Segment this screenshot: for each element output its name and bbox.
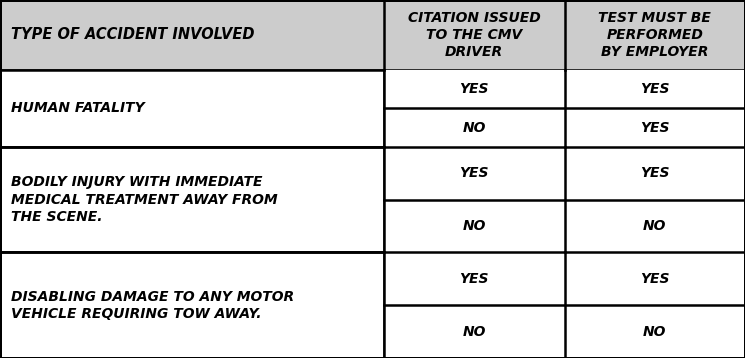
Bar xyxy=(384,70,565,108)
Bar xyxy=(0,147,384,252)
Text: DISABLING DAMAGE TO ANY MOTOR
VEHICLE REQUIRING TOW AWAY.: DISABLING DAMAGE TO ANY MOTOR VEHICLE RE… xyxy=(11,290,294,321)
Text: BODILY INJURY WITH IMMEDIATE
MEDICAL TREATMENT AWAY FROM
THE SCENE.: BODILY INJURY WITH IMMEDIATE MEDICAL TRE… xyxy=(11,175,278,224)
Text: NO: NO xyxy=(463,325,486,339)
Text: CITATION ISSUED
TO THE CMV
DRIVER: CITATION ISSUED TO THE CMV DRIVER xyxy=(408,11,541,59)
Text: NO: NO xyxy=(463,121,486,135)
Bar xyxy=(384,108,565,147)
Text: NO: NO xyxy=(643,219,667,233)
Text: HUMAN FATALITY: HUMAN FATALITY xyxy=(11,101,145,115)
Text: TYPE OF ACCIDENT INVOLVED: TYPE OF ACCIDENT INVOLVED xyxy=(11,28,255,42)
Bar xyxy=(0,252,384,358)
Bar xyxy=(565,70,745,108)
Text: YES: YES xyxy=(640,166,670,180)
Text: YES: YES xyxy=(460,82,489,96)
Text: YES: YES xyxy=(640,82,670,96)
Bar xyxy=(565,108,745,147)
Bar xyxy=(565,305,745,358)
Text: YES: YES xyxy=(640,121,670,135)
Bar xyxy=(0,70,384,147)
Text: YES: YES xyxy=(460,272,489,286)
Bar xyxy=(384,200,565,252)
Bar xyxy=(384,305,565,358)
Bar xyxy=(565,252,745,305)
Text: YES: YES xyxy=(460,166,489,180)
Bar xyxy=(384,147,565,200)
Text: TEST MUST BE
PERFORMED
BY EMPLOYER: TEST MUST BE PERFORMED BY EMPLOYER xyxy=(598,11,711,59)
Bar xyxy=(0,0,745,70)
Text: NO: NO xyxy=(463,219,486,233)
Text: NO: NO xyxy=(643,325,667,339)
Text: YES: YES xyxy=(640,272,670,286)
Bar xyxy=(384,252,565,305)
Bar xyxy=(565,200,745,252)
Bar xyxy=(565,147,745,200)
